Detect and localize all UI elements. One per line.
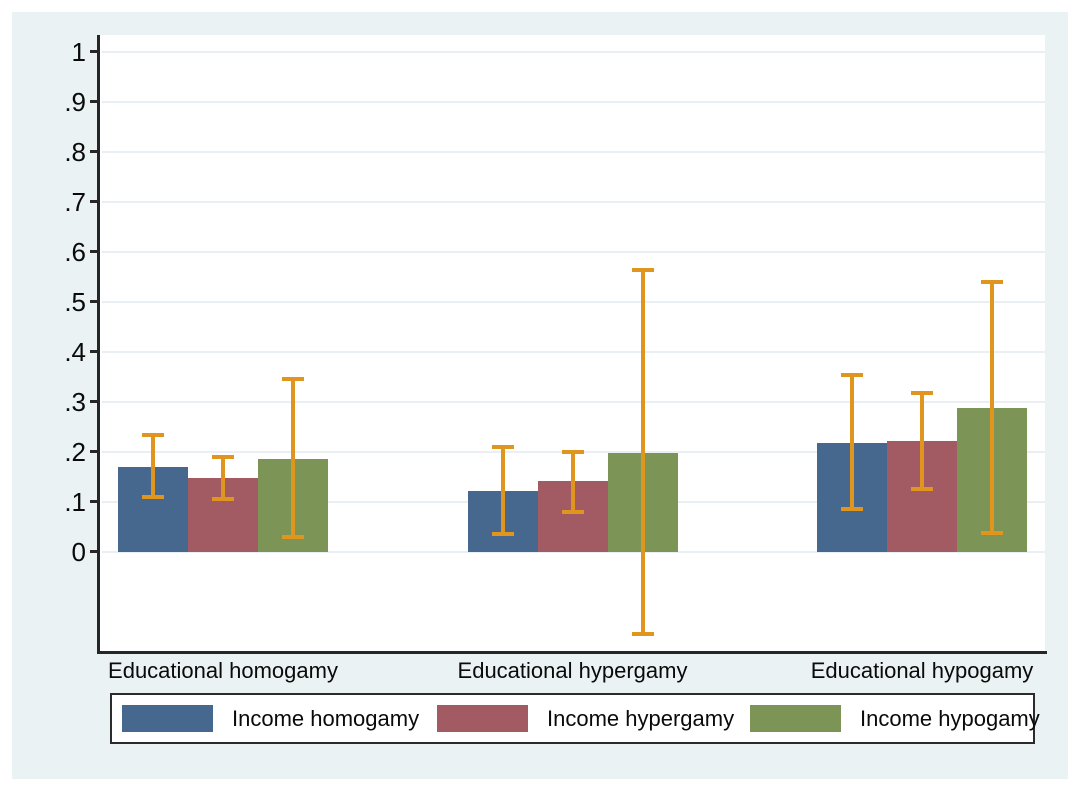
y-tick [90, 300, 100, 303]
y-tick-label: 1 [71, 36, 86, 67]
y-tick [90, 450, 100, 453]
x-category-label: Educational hypergamy [457, 658, 688, 683]
error-bar-cap-upper [142, 432, 164, 437]
x-axis-line [97, 651, 1047, 654]
gridline [102, 350, 1045, 353]
y-axis-line [97, 35, 100, 654]
error-bar-cap-lower [282, 534, 304, 539]
x-category-label: Educational hypogamy [810, 658, 1034, 683]
error-bar-cap-upper [841, 373, 863, 377]
error-bar [151, 434, 155, 497]
legend-swatch-income-hypergamy [437, 705, 528, 732]
y-tick [90, 400, 100, 403]
y-tick-label: .4 [64, 336, 86, 367]
gridline [102, 250, 1045, 253]
y-tick-label: .9 [64, 86, 86, 117]
legend-swatch-income-hypogamy [750, 705, 841, 732]
gridline [102, 50, 1045, 53]
error-bar-cap-upper [491, 444, 514, 449]
error-bar-cap-lower [911, 487, 933, 491]
gridline [102, 550, 1045, 553]
y-tick-label: .8 [64, 136, 86, 167]
error-bar-cap-lower [561, 509, 584, 514]
y-tick-label: .6 [64, 236, 86, 267]
error-bar [920, 392, 924, 489]
error-bar-cap-upper [911, 390, 933, 395]
legend-item: Income homogamy [122, 695, 419, 742]
y-tick [90, 500, 100, 503]
error-bar [850, 375, 854, 509]
gridline [102, 150, 1045, 153]
error-bar-cap-lower [841, 506, 863, 511]
error-bar [570, 451, 575, 512]
legend: Income homogamy Income hypergamy Income … [110, 693, 1040, 744]
y-tick [90, 200, 100, 203]
error-bar-cap-lower [981, 531, 1003, 535]
error-bar-cap-lower [631, 632, 654, 636]
legend-label: Income homogamy [232, 705, 420, 731]
error-bar-cap-lower [491, 532, 514, 536]
legend-item: Income hypergamy [437, 695, 734, 742]
error-bar-cap-lower [212, 497, 234, 501]
legend-item: Income hypogamy [750, 695, 1040, 742]
error-bar [221, 456, 225, 499]
error-bar [640, 270, 645, 634]
legend-label: Income hypogamy [860, 705, 1040, 731]
x-category-label: Educational homogamy [108, 658, 338, 683]
gridline [102, 200, 1045, 203]
y-tick-label: .2 [64, 436, 86, 467]
y-tick-label: .7 [64, 186, 86, 217]
legend-swatch-income-homogamy [122, 705, 213, 732]
y-tick-label: .3 [64, 386, 86, 417]
y-tick-label: .1 [64, 486, 86, 517]
y-tick-label: .5 [64, 286, 86, 317]
gridline [102, 400, 1045, 403]
error-bar-cap-lower [142, 494, 164, 499]
error-bar-cap-upper [282, 377, 304, 381]
y-tick [90, 150, 100, 153]
y-tick [90, 350, 100, 353]
error-bar-cap-upper [981, 279, 1003, 284]
y-tick-label: 0 [71, 536, 86, 567]
legend-label: Income hypergamy [547, 705, 735, 731]
y-tick [90, 550, 100, 553]
plot-area [100, 35, 1045, 651]
error-bar [500, 446, 505, 534]
gridline [102, 100, 1045, 103]
error-bar [291, 379, 295, 537]
error-bar-cap-upper [631, 268, 654, 272]
y-tick [90, 50, 100, 53]
error-bar-cap-upper [212, 454, 234, 459]
error-bar-cap-upper [561, 449, 584, 454]
gridline [102, 300, 1045, 303]
y-tick [90, 250, 100, 253]
error-bar [990, 281, 994, 533]
y-tick [90, 100, 100, 103]
